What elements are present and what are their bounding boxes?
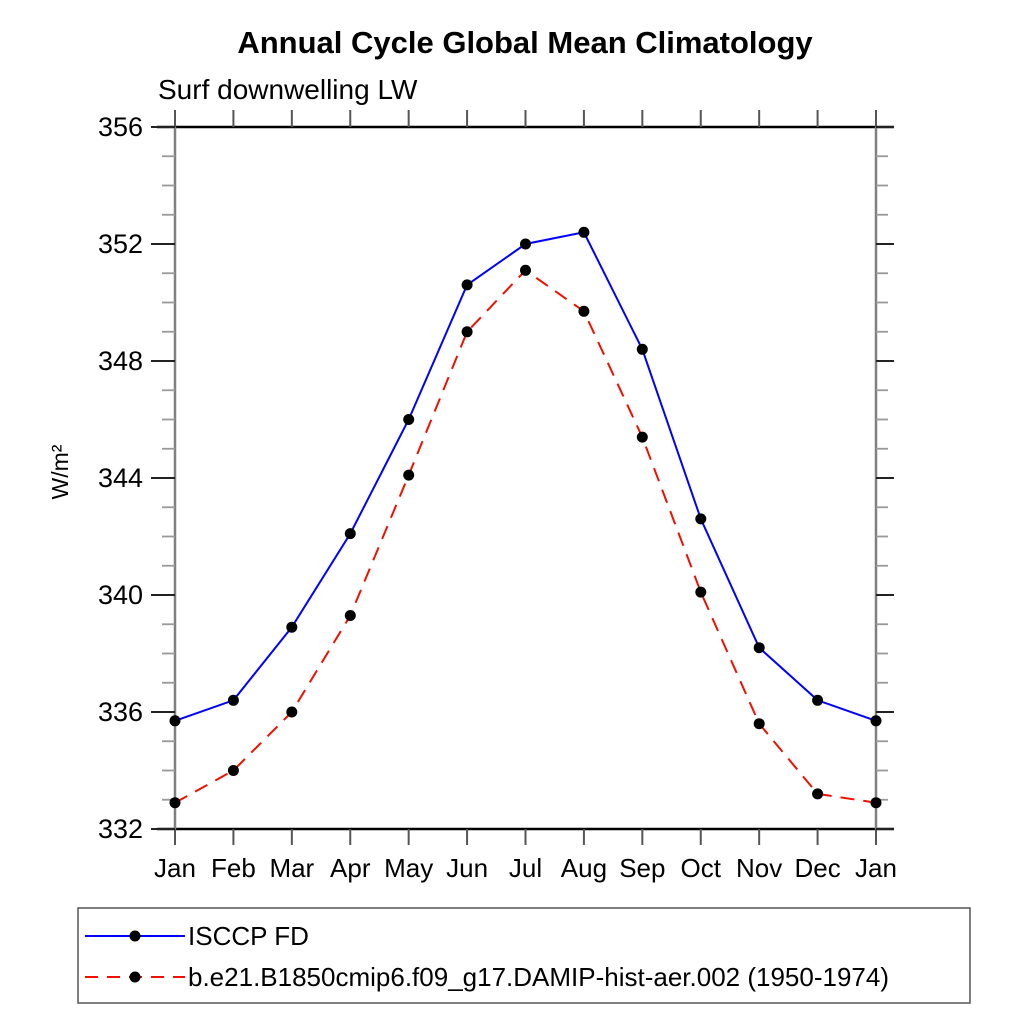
x-tick-label: Feb [211,853,256,883]
data-point-marker [227,765,239,776]
x-tick-label: Jul [509,853,542,883]
legend-entry-model: b.e21.B1850cmip6.f09_g17.DAMIP-hist-aer.… [85,962,889,992]
y-tick-label: 348 [98,346,143,376]
legend-marker-dot-icon [129,930,141,942]
data-point-marker [344,528,356,540]
y-tick-label: 344 [98,463,143,493]
data-point-marker [344,610,356,621]
data-point-marker [636,431,648,443]
y-axis-title: W/m² [47,444,73,499]
data-point-marker [403,414,415,425]
x-tick-label: Jan [855,853,897,883]
data-point-marker [812,788,824,800]
x-tick-label: Mar [269,853,314,883]
data-point-marker [578,305,590,317]
series-line-0 [174,231,877,722]
x-tick-label: Jan [154,853,196,883]
data-point-marker [578,226,590,238]
y-tick-label: 336 [98,697,143,727]
x-tick-label: Jun [446,853,488,883]
data-point-marker [520,264,531,276]
legend: ISCCP FD b.e21.B1850cmip6.f09_g17.DAMIP-… [77,907,971,1004]
x-tick-label: Nov [736,853,782,883]
data-point-marker [169,797,181,809]
x-tick-label: May [384,853,433,883]
chart-subtitle: Surf downwelling LW [158,74,418,105]
data-point-marker [870,797,882,809]
y-tick-label: 356 [98,112,143,142]
data-point-marker [812,694,824,706]
data-point-marker [461,279,473,291]
x-tick-label: Apr [330,853,371,883]
data-point-marker [753,642,765,654]
legend-label-isccp: ISCCP FD [188,921,309,951]
series-layer [169,226,882,809]
data-point-marker [695,586,707,598]
data-point-marker [403,469,415,481]
data-point-marker [461,326,473,338]
x-tick-label: Aug [561,853,607,883]
data-point-marker [286,621,298,633]
data-point-marker [636,343,648,355]
y-tick-label: 332 [98,814,143,844]
data-point-marker [286,706,298,718]
legend-marker-dot-icon [129,971,141,983]
data-point-marker [753,718,765,730]
chart-title: Annual Cycle Global Mean Climatology [237,25,813,60]
x-tick-label: Sep [619,853,665,883]
series-line-1 [174,268,877,804]
x-tick-label: Dec [794,853,840,883]
legend-box [77,907,971,1004]
data-point-marker [227,694,239,706]
y-tick-label: 352 [98,229,143,259]
x-tick-label: Oct [681,853,722,883]
data-point-marker [520,238,531,250]
data-point-marker [169,715,181,727]
legend-label-model: b.e21.B1850cmip6.f09_g17.DAMIP-hist-aer.… [188,962,889,992]
data-point-marker [695,513,707,525]
y-tick-label: 340 [98,580,143,610]
legend-entry-isccp: ISCCP FD [85,921,309,951]
axes-layer: Jan Feb Mar Apr May Jun Jul Aug Sep Oct Nov Dec Jan 3… [98,110,897,883]
data-point-marker [870,715,882,727]
